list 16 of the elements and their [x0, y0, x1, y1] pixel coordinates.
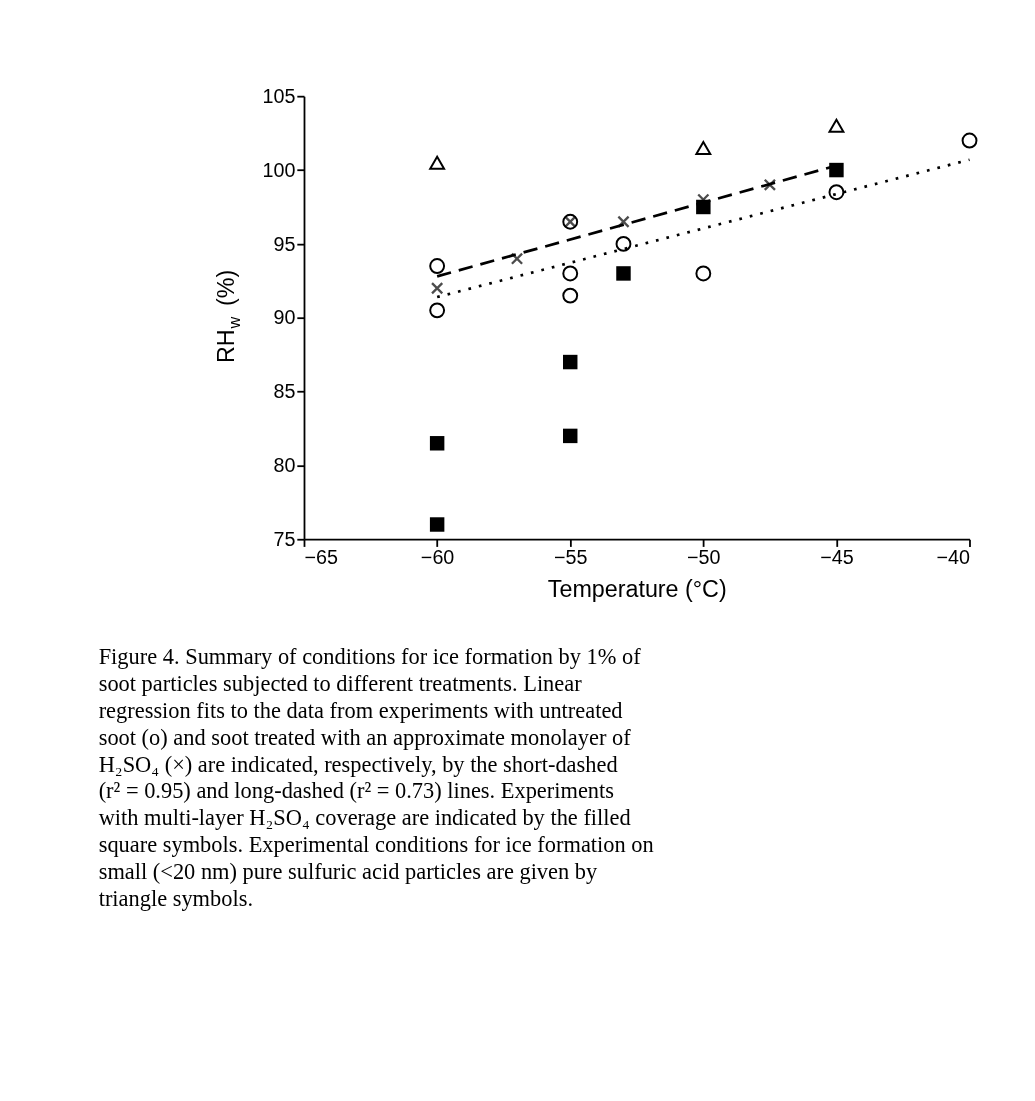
y-tick-label: 75 [273, 528, 296, 550]
x-tick-label: −50 [687, 545, 721, 568]
y-tick-label: 100 [262, 158, 296, 181]
x-tick-label: −65 [304, 545, 338, 568]
y-axis-title: RHw (%) [213, 269, 244, 364]
y-tick-label: 95 [273, 232, 296, 255]
y-tick-label: 105 [262, 84, 296, 107]
x-tick-label: −45 [820, 545, 854, 568]
text: Figure 4. Summary of conditions for ice formation by 1% of soot particles subjected to different treatments. Linear regression fits to the data from experiments with untreated soot (o) and soot treated with an approximate monolayer of H₂SO₄ (×) are indicated, respectively, by the short-dashed (r² = 0.95) and long-dashed (r² = 0.73) lines. Experiments with multi-layer H₂SO₄ coverage are indicated by the filled square symbols. Experimental conditions for ice formation on small (<20 nm) pure sulfuric acid particles are given by triangle symbols. [98, 643, 654, 912]
x-tick-label: −60 [420, 545, 455, 568]
y-tick-label: 90 [273, 306, 296, 329]
y-tick-label: 85 [273, 380, 296, 403]
y-tick-label: 80 [273, 454, 296, 477]
x-tick-label: −40 [936, 545, 971, 568]
x-tick-label: −55 [553, 545, 588, 568]
x-axis-title: Temperature (°C) [547, 576, 727, 603]
